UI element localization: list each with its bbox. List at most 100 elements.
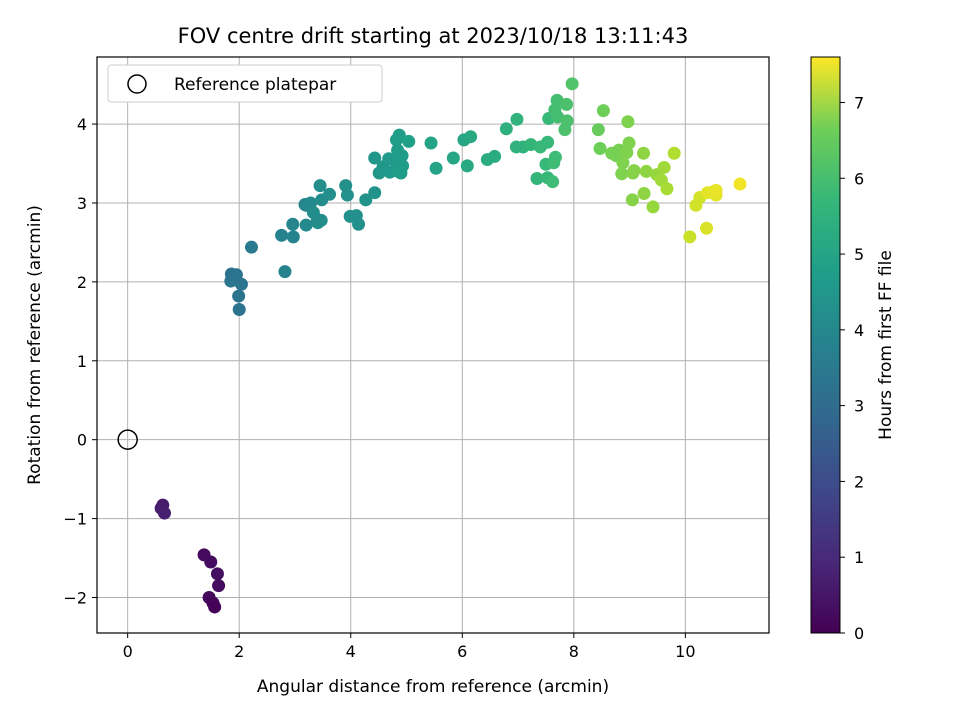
scatter-point: [639, 164, 653, 178]
colorbar-tick-label: 2: [854, 472, 864, 491]
scatter-point: [622, 136, 636, 150]
scatter-point: [733, 177, 747, 191]
scatter-point: [548, 150, 562, 164]
scatter-point: [392, 128, 406, 142]
scatter-point: [560, 114, 574, 128]
scatter-point: [446, 151, 460, 165]
scatter-point: [510, 112, 524, 126]
scatter-point: [646, 200, 660, 214]
scatter-points: [117, 77, 747, 614]
x-axis: 0 2 4 6 8 10: [123, 633, 696, 661]
scatter-point: [275, 228, 289, 242]
scatter-point: [402, 134, 416, 148]
scatter-point: [224, 274, 238, 288]
colorbar-tick-label: 4: [854, 321, 864, 340]
scatter-point: [323, 187, 337, 201]
scatter-point: [621, 115, 635, 129]
scatter-point: [232, 289, 246, 303]
scatter-point: [286, 217, 300, 231]
scatter-point: [637, 187, 651, 201]
chart-title: FOV centre drift starting at 2023/10/18 …: [178, 24, 689, 48]
colorbar-tick-label: 7: [854, 93, 864, 112]
scatter-point: [359, 193, 373, 207]
x-axis-label: Angular distance from reference (arcmin): [257, 677, 609, 697]
scatter-point: [340, 188, 354, 202]
scatter-point: [660, 182, 674, 196]
colorbar-tick-label: 3: [854, 397, 864, 416]
x-tick-label: 8: [569, 642, 579, 661]
grid-lines: [97, 57, 769, 633]
legend-box: [107, 64, 383, 103]
scatter-point: [667, 146, 681, 160]
scatter-point: [591, 123, 605, 137]
colorbar: [810, 56, 841, 634]
scatter-point: [625, 193, 639, 207]
scatter-point: [499, 122, 513, 136]
scatter-point: [368, 151, 382, 165]
y-tick-label: 2: [77, 273, 87, 292]
scatter-point: [683, 230, 697, 244]
scatter-point: [709, 183, 723, 197]
x-tick-label: 2: [234, 642, 244, 661]
scatter-point: [286, 230, 300, 244]
scatter-point: [352, 217, 366, 231]
x-tick-label: 10: [675, 642, 695, 661]
colorbar-tick-label: 1: [854, 548, 864, 567]
scatter-point: [460, 159, 474, 173]
scatter-point: [208, 600, 222, 614]
scatter-point: [657, 160, 671, 174]
scatter-point: [429, 161, 443, 175]
scatter-point: [212, 579, 226, 593]
y-tick-label: 3: [77, 194, 87, 213]
x-tick-label: 6: [457, 642, 467, 661]
plot-area-frame: [96, 56, 770, 634]
scatter-point: [204, 555, 218, 569]
scatter-point: [627, 164, 641, 178]
scatter-point: [424, 136, 438, 150]
scatter-point: [616, 156, 630, 170]
scatter-point: [157, 506, 171, 520]
scatter-point: [488, 149, 502, 163]
scatter-point: [232, 302, 246, 316]
scatter-point: [464, 130, 478, 144]
scatter-point: [396, 159, 410, 173]
scatter-point: [313, 179, 327, 193]
scatter-point: [244, 240, 258, 254]
scatter-point: [615, 167, 629, 181]
scatter-point: [560, 97, 574, 111]
y-tick-label: 0: [77, 431, 87, 450]
legend-marker-circle-icon: [127, 74, 147, 94]
scatter-point: [306, 205, 320, 219]
scatter-point: [593, 142, 607, 156]
reference-point-marker: [117, 429, 138, 450]
y-axis-label: Rotation from reference (arcmin): [25, 205, 45, 485]
y-tick-label: −1: [63, 510, 87, 529]
scatter-point: [637, 146, 651, 160]
legend: Reference platepar: [107, 64, 383, 103]
x-tick-label: 0: [123, 642, 133, 661]
y-tick-label: 4: [77, 115, 87, 134]
legend-label: Reference platepar: [174, 75, 336, 95]
scatter-point: [278, 265, 292, 279]
scatter-point: [700, 221, 714, 235]
scatter-point: [299, 218, 313, 232]
y-axis: −2 −1 0 1 2 3 4: [63, 115, 97, 607]
scatter-point: [530, 172, 544, 186]
scatter-point: [210, 567, 224, 581]
y-tick-label: 1: [77, 352, 87, 371]
colorbar-tick-label: 0: [854, 624, 864, 643]
scatter-point: [596, 104, 610, 118]
scatter-point: [234, 277, 248, 291]
colorbar-ticks: 0 1 2 3 4 5 6 7: [840, 93, 864, 643]
scatter-point: [546, 175, 560, 189]
scatter-point: [395, 149, 409, 163]
y-tick-label: −2: [63, 588, 87, 607]
colorbar-label: Hours from first FF file: [876, 250, 896, 440]
scatter-point: [565, 77, 579, 91]
colorbar-tick-label: 6: [854, 169, 864, 188]
x-tick-label: 4: [346, 642, 356, 661]
scatter-point: [314, 213, 328, 227]
colorbar-tick-label: 5: [854, 245, 864, 264]
scatter-point: [368, 186, 382, 200]
